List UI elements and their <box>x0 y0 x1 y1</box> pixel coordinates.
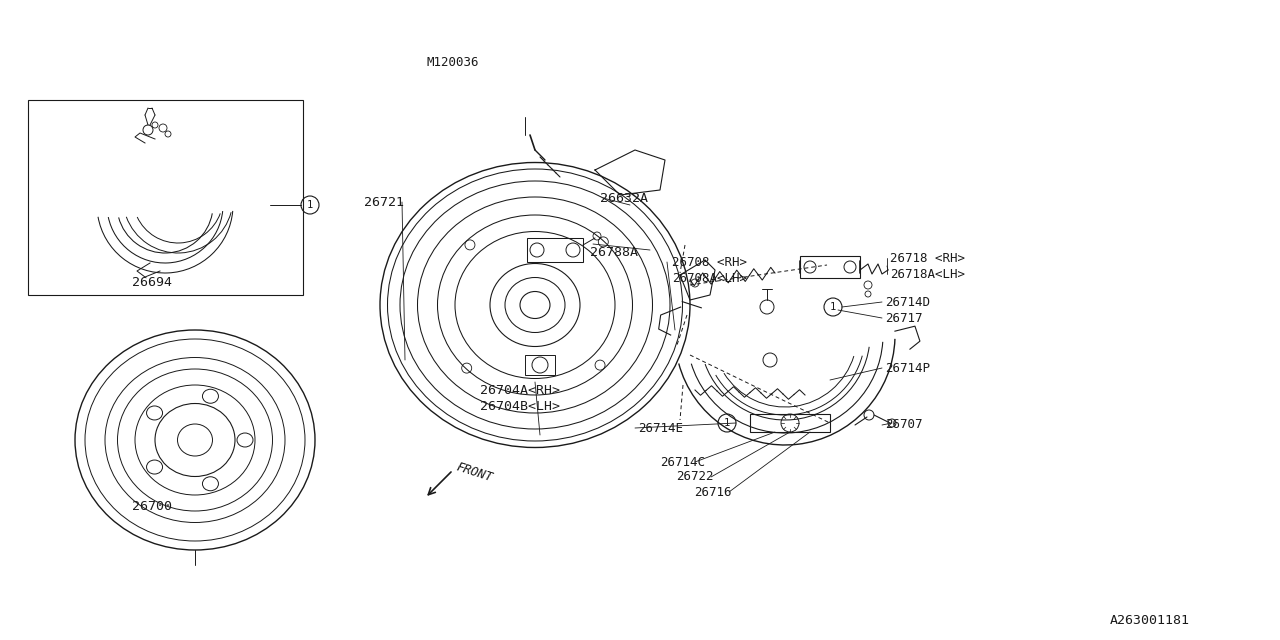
Text: 26714D: 26714D <box>884 296 931 308</box>
Text: 26716: 26716 <box>694 486 731 499</box>
Text: 26788A: 26788A <box>590 246 637 259</box>
Text: 26632A: 26632A <box>600 191 648 205</box>
Text: 1: 1 <box>307 200 314 210</box>
Text: 26700: 26700 <box>132 499 172 513</box>
Text: 26714P: 26714P <box>884 362 931 374</box>
Text: 26708 <RH>: 26708 <RH> <box>672 255 748 269</box>
Text: 26704A<RH>: 26704A<RH> <box>480 383 561 397</box>
Text: A263001181: A263001181 <box>1110 614 1190 627</box>
Bar <box>525 355 556 375</box>
Text: 26714C: 26714C <box>660 456 705 468</box>
Text: 1: 1 <box>724 418 730 428</box>
Text: 26704B<LH>: 26704B<LH> <box>480 399 561 413</box>
Text: 1: 1 <box>829 302 836 312</box>
Text: 26721: 26721 <box>364 195 404 209</box>
Text: 26708A<LH>: 26708A<LH> <box>672 271 748 285</box>
Bar <box>750 414 829 432</box>
Text: 26718 <RH>: 26718 <RH> <box>890 252 965 264</box>
Bar <box>28 100 303 295</box>
Bar <box>527 238 582 262</box>
Bar <box>800 256 860 278</box>
Text: 26717: 26717 <box>884 312 923 324</box>
Text: 26718A<LH>: 26718A<LH> <box>890 268 965 280</box>
Text: M120036: M120036 <box>426 56 479 68</box>
Text: 26694: 26694 <box>132 275 172 289</box>
Text: 26707: 26707 <box>884 419 923 431</box>
Text: 26722: 26722 <box>676 470 713 483</box>
Text: 26714E: 26714E <box>637 422 684 435</box>
Text: FRONT: FRONT <box>454 460 494 484</box>
